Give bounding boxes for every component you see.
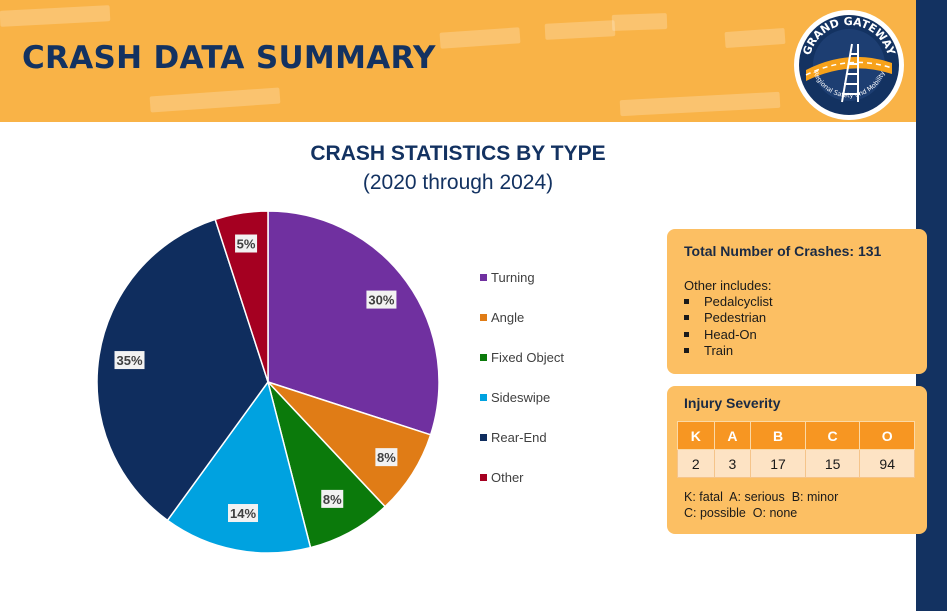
injury-severity-card: Injury Severity K A B C O 2 3 17 15 94 K… [667,386,927,534]
severity-value-b: 17 [750,449,806,478]
severity-value-o: 94 [859,449,915,478]
pie-data-label: 8% [375,448,398,467]
legend-label: Turning [491,269,535,285]
total-crashes-card: Total Number of Crashes: 131 Other inclu… [667,229,927,374]
pie-chart: 30% 8% 8% 14% 35% 5% [96,210,440,554]
pie-data-label: 14% [228,504,259,523]
legend-label: Other [491,469,524,485]
severity-header-b: B [750,421,806,450]
list-item: Head-On [684,326,773,343]
pie-data-label: 35% [114,351,145,370]
pie-data-label: 8% [321,489,344,508]
page-title: CRASH DATA SUMMARY [22,40,436,76]
total-crashes-title: Total Number of Crashes: 131 [684,243,882,259]
severity-header-o: O [859,421,915,450]
svg-text:30%: 30% [368,293,394,308]
severity-header-c: C [804,421,861,450]
severity-value-c: 15 [804,449,861,478]
table-header-row: K A B C O [677,421,915,450]
legend-label: Angle [491,309,525,325]
banner-stripe [439,27,521,49]
severity-value-a: 3 [713,449,752,478]
bullet-square-icon [684,298,689,304]
bullet-square-icon [684,331,689,337]
svg-text:5%: 5% [237,237,256,252]
chart-title: CRASH STATISTICS BY TYPE [310,142,606,165]
pie-slice-other [214,210,269,383]
svg-text:8%: 8% [323,492,342,507]
legend-label: Rear-End [491,429,547,445]
list-item: Train [684,343,773,360]
legend-item-sideswipe: Sideswipe [480,388,550,406]
severity-legend-line2: C: possible O: none [684,506,798,520]
banner-stripe [0,5,111,27]
severity-header-k: K [677,421,715,450]
legend-swatch [480,473,487,481]
table-row: 2 3 17 15 94 [677,449,915,478]
legend-item-rear-end: Rear-End [480,428,547,446]
legend-swatch [480,273,487,281]
legend-item-turning: Turning [480,268,535,286]
legend-swatch [480,313,487,321]
other-includes-list: Pedalcyclist Pedestrian Head-On Train [684,293,773,359]
injury-severity-title: Injury Severity [684,395,781,411]
pie-data-label: 5% [235,234,258,253]
legend-label: Fixed Object [491,349,564,365]
severity-table: K A B C O 2 3 17 15 94 [677,421,915,478]
severity-header-a: A [713,421,752,450]
grand-gateway-logo: GRAND GATEWAY Regional Safety and Mobili… [794,10,904,120]
legend-item-fixed-object: Fixed Object [480,348,564,366]
severity-legend-line1: K: fatal A: serious B: minor [684,490,839,504]
bullet-square-icon [684,315,689,321]
banner-stripe [611,13,668,31]
list-item: Pedestrian [684,310,773,327]
bullet-square-icon [684,348,689,354]
svg-text:8%: 8% [377,450,396,465]
pie-slice-sideswipe [166,380,312,554]
pie-data-label: 30% [366,290,397,309]
severity-value-k: 2 [677,449,715,478]
header-banner: CRASH DATA SUMMARY [0,0,916,122]
legend-label: Sideswipe [491,389,551,405]
pie-slice-turning [267,210,440,436]
svg-text:14%: 14% [230,506,256,521]
legend-swatch [480,433,487,441]
banner-stripe [544,20,616,40]
other-includes-label: Other includes: [684,278,772,293]
legend-swatch [480,353,487,361]
chart-subtitle: (2020 through 2024) [362,171,554,194]
svg-text:35%: 35% [116,353,142,368]
banner-stripe [149,87,281,113]
list-item: Pedalcyclist [684,293,773,310]
legend-item-angle: Angle [480,308,524,326]
banner-stripe [724,27,786,49]
banner-stripe [619,91,781,117]
legend-item-other: Other [480,468,524,486]
pie-slice-rear-end [96,218,269,522]
legend-swatch [480,393,487,401]
